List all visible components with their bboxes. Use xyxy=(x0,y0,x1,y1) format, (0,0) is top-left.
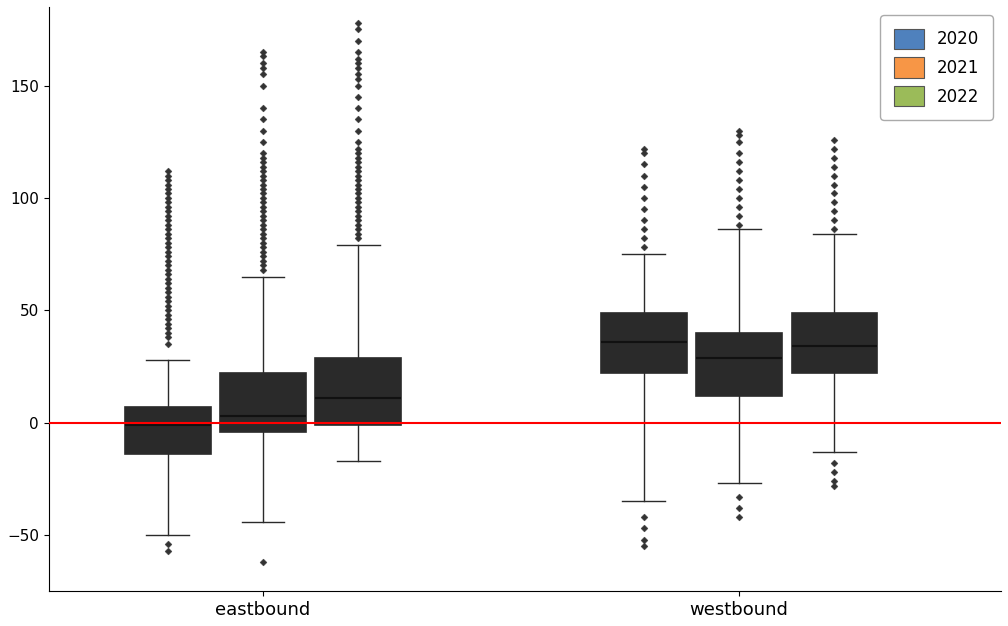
PathPatch shape xyxy=(601,312,686,373)
PathPatch shape xyxy=(791,312,877,373)
Legend: 2020, 2021, 2022: 2020, 2021, 2022 xyxy=(880,15,993,120)
PathPatch shape xyxy=(220,373,305,432)
PathPatch shape xyxy=(125,407,211,454)
PathPatch shape xyxy=(697,333,782,396)
PathPatch shape xyxy=(316,357,401,425)
